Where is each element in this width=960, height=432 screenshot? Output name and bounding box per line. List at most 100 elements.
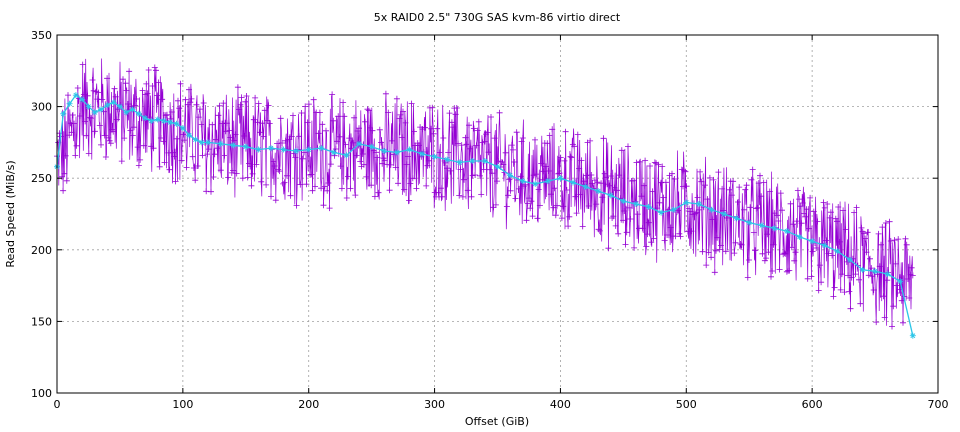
raw-point: [255, 100, 262, 107]
smoothed-point: [142, 115, 149, 122]
raw-point: [364, 106, 371, 113]
raw-point: [187, 99, 194, 106]
raw-point: [827, 209, 834, 216]
raw-point: [142, 91, 148, 98]
raw-point: [614, 187, 620, 194]
raw-point: [398, 134, 405, 141]
smoothed-point: [255, 146, 262, 153]
raw-point: [770, 241, 777, 248]
raw-point: [513, 129, 520, 136]
raw-point: [302, 103, 309, 110]
raw-point: [809, 248, 816, 255]
raw-point: [835, 204, 842, 210]
raw-point: [293, 202, 300, 209]
raw-point: [568, 154, 575, 161]
raw-point: [801, 210, 807, 217]
smoothed-point: [217, 140, 224, 147]
raw-point: [544, 140, 551, 147]
raw-point: [595, 226, 602, 233]
raw-point: [435, 189, 442, 196]
raw-point: [736, 184, 743, 191]
raw-point: [538, 160, 545, 167]
raw-point: [181, 137, 188, 144]
smoothed-point: [293, 147, 300, 154]
raw-point: [659, 163, 666, 170]
raw-point: [99, 96, 106, 103]
raw-point: [260, 133, 267, 140]
raw-point: [825, 250, 832, 257]
raw-point: [485, 149, 492, 156]
raw-point: [182, 96, 189, 103]
raw-point: [832, 215, 839, 222]
raw-point: [705, 249, 712, 256]
raw-point: [533, 171, 540, 178]
raw-point: [423, 182, 430, 189]
raw-point: [706, 174, 713, 181]
raw-point: [709, 216, 716, 223]
raw-point: [369, 127, 376, 134]
smoothed-point: [695, 200, 702, 207]
raw-point: [787, 200, 794, 207]
raw-point: [892, 260, 899, 267]
smoothed-point: [758, 222, 765, 229]
raw-point: [889, 323, 895, 330]
raw-point: [79, 61, 86, 68]
raw-point: [640, 182, 647, 189]
raw-point: [345, 173, 351, 180]
raw-point: [481, 138, 488, 145]
raw-point: [677, 233, 684, 240]
raw-point: [400, 108, 406, 115]
raw-point: [336, 133, 343, 140]
raw-point: [522, 181, 529, 188]
raw-point: [257, 129, 263, 136]
raw-point: [803, 206, 810, 213]
raw-point: [792, 249, 799, 256]
raw-point: [239, 175, 246, 182]
raw-point: [545, 168, 552, 174]
raw-point: [600, 135, 607, 142]
raw-point: [598, 180, 605, 187]
raw-point: [726, 186, 733, 193]
raw-point: [594, 179, 601, 186]
raw-point: [546, 132, 553, 139]
smoothed-point: [280, 146, 287, 153]
raw-point: [633, 159, 640, 166]
raw-point: [183, 164, 190, 171]
raw-point: [864, 229, 871, 236]
raw-point: [246, 160, 252, 167]
raw-point: [422, 124, 428, 131]
smoothed-point: [469, 158, 476, 165]
raw-point: [445, 149, 452, 156]
raw-point: [869, 273, 876, 280]
raw-point: [799, 200, 806, 206]
raw-point: [651, 159, 658, 166]
raw-point: [171, 153, 178, 160]
smoothed-series: [54, 92, 916, 339]
x-tick-label: 100: [172, 398, 193, 411]
raw-point: [396, 115, 403, 122]
smoothed-point: [872, 268, 879, 275]
raw-point: [665, 206, 672, 213]
raw-point: [382, 90, 389, 97]
raw-point: [444, 165, 450, 172]
raw-point: [305, 101, 312, 108]
raw-point: [902, 235, 909, 242]
raw-point: [746, 257, 752, 263]
raw-point: [671, 176, 678, 182]
raw-point: [873, 319, 880, 326]
raw-point: [842, 226, 849, 233]
raw-point: [612, 222, 619, 229]
smoothed-point: [645, 203, 652, 210]
raw-point: [456, 192, 463, 199]
raw-point: [104, 75, 111, 82]
raw-point: [728, 192, 735, 199]
raw-point: [528, 198, 535, 205]
raw-point: [900, 319, 906, 326]
raw-point: [810, 208, 817, 215]
raw-point: [234, 84, 241, 91]
raw-point: [325, 180, 332, 186]
raw-point: [862, 235, 869, 242]
raw-point: [343, 195, 350, 201]
raw-point: [724, 215, 730, 221]
raw-point: [735, 199, 741, 205]
